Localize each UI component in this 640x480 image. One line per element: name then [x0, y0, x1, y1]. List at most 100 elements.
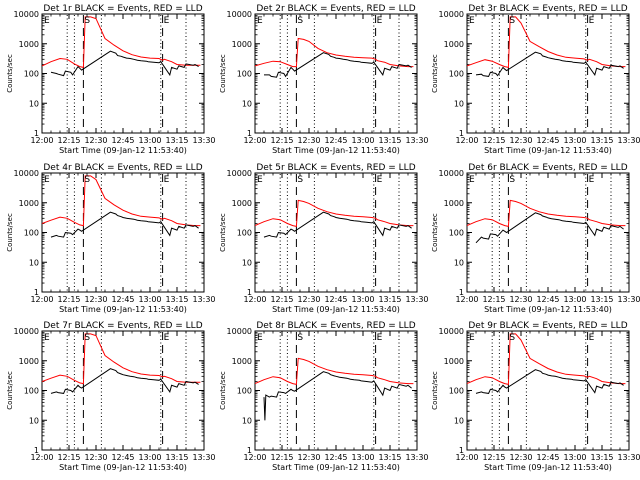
y-tick-label: 1: [459, 288, 464, 297]
x-axis-title: Start Time (09-Jan-12 11:53:40): [59, 463, 187, 472]
marker-e: E: [164, 16, 170, 26]
series-events-black: [264, 52, 412, 78]
series-lld-red: [467, 199, 626, 228]
y-axis-title: Counts/sec: [219, 371, 227, 410]
corner-marker: E: [257, 333, 263, 343]
series-events-black: [475, 212, 624, 244]
x-tick-label: 13:15: [590, 136, 613, 145]
marker-e: E: [164, 333, 170, 343]
plot-frame: [466, 172, 630, 293]
marker-e: E: [377, 16, 383, 26]
y-tick-label: 1000: [232, 199, 252, 208]
x-tick-label: 12:45: [111, 295, 134, 304]
x-tick-label: 13:15: [165, 295, 188, 304]
panel-1: Det 1r BLACK = Events, RED = LLD 1 10 100 10…: [6, 4, 216, 155]
plot-frame: [254, 330, 418, 451]
x-tick-label: 13:15: [378, 295, 401, 304]
plot-frame: [466, 330, 630, 451]
y-tick-label: 1000: [444, 199, 464, 208]
y-tick-label: 100: [449, 387, 464, 396]
y-tick-label: 10000: [439, 10, 464, 19]
x-axis-title: Start Time (09-Jan-12 11:53:40): [272, 305, 400, 314]
x-tick-label: 12:00: [30, 295, 53, 304]
panel-title: Det 2r BLACK = Events, RED = LLD: [256, 4, 415, 14]
series-lld-red: [467, 333, 626, 386]
marker-e: E: [589, 333, 595, 343]
y-tick-label: 10: [454, 416, 464, 425]
x-tick-label: 13:15: [165, 453, 188, 462]
y-tick-label: 10000: [439, 169, 464, 178]
panel-title: Det 3r BLACK = Events, RED = LLD: [468, 4, 627, 14]
x-tick-label: 12:15: [57, 136, 80, 145]
y-tick-label: 10: [29, 416, 39, 425]
series-lld-red: [42, 16, 201, 69]
panel-title: Det 4r BLACK = Events, RED = LLD: [43, 163, 202, 173]
y-tick-label: 1000: [232, 40, 252, 49]
plot-frame: [41, 13, 205, 134]
y-axis-title: Counts/sec: [6, 213, 14, 252]
x-tick-label: 12:15: [270, 453, 293, 462]
panel-4: Det 4r BLACK = Events, RED = LLD 1 10 100 10…: [6, 163, 216, 314]
y-tick-label: 10: [242, 416, 252, 425]
series-lld-red: [255, 199, 414, 228]
y-tick-label: 10: [242, 258, 252, 267]
x-tick-label: 13:15: [378, 136, 401, 145]
series-lld-red: [255, 37, 414, 68]
x-tick-label: 12:00: [455, 453, 478, 462]
x-tick-label: 12:45: [111, 453, 134, 462]
y-tick-label: 1: [34, 129, 39, 138]
x-tick-label: 12:45: [324, 136, 347, 145]
panel-title: Det 8r BLACK = Events, RED = LLD: [256, 321, 415, 331]
panel-title: Det 7r BLACK = Events, RED = LLD: [43, 321, 202, 331]
corner-marker: E: [469, 175, 475, 185]
x-tick-label: 13:30: [617, 136, 640, 145]
x-axis-title: Start Time (09-Jan-12 11:53:40): [272, 463, 400, 472]
marker-s: S: [509, 175, 515, 185]
panel-9: Det 9r BLACK = Events, RED = LLD 1 10 100 10…: [431, 321, 640, 472]
x-tick-label: 12:15: [270, 295, 293, 304]
x-tick-label: 13:30: [405, 295, 428, 304]
panel-title: Det 6r BLACK = Events, RED = LLD: [468, 163, 627, 173]
series-events-black: [263, 211, 412, 238]
panel-7: Det 7r BLACK = Events, RED = LLD 1 10 100 10…: [6, 321, 216, 472]
x-tick-label: 13:30: [617, 453, 640, 462]
x-tick-label: 12:30: [297, 295, 320, 304]
marker-s: S: [509, 333, 515, 343]
series-events-black: [50, 211, 199, 238]
panel-title: Det 9r BLACK = Events, RED = LLD: [468, 321, 627, 331]
x-tick-label: 13:00: [138, 295, 161, 304]
x-tick-label: 13:15: [378, 453, 401, 462]
y-tick-label: 10000: [227, 10, 252, 19]
y-tick-label: 1000: [444, 40, 464, 49]
x-tick-label: 12:30: [84, 295, 107, 304]
y-tick-label: 1: [459, 446, 464, 455]
x-axis-title: Start Time (09-Jan-12 11:53:40): [484, 146, 612, 155]
marker-s: S: [297, 333, 303, 343]
marker-e: E: [377, 333, 383, 343]
y-tick-label: 100: [449, 229, 464, 238]
x-tick-label: 12:30: [509, 295, 532, 304]
y-tick-label: 10000: [439, 327, 464, 336]
x-tick-label: 12:45: [536, 295, 559, 304]
y-tick-label: 100: [449, 70, 464, 79]
x-axis-title: Start Time (09-Jan-12 11:53:40): [59, 146, 187, 155]
series-lld-red: [467, 16, 626, 69]
y-tick-label: 10: [242, 99, 252, 108]
x-tick-label: 12:15: [482, 136, 505, 145]
x-tick-label: 12:30: [84, 453, 107, 462]
x-tick-label: 12:15: [270, 136, 293, 145]
y-tick-label: 10: [454, 258, 464, 267]
y-tick-label: 10: [29, 258, 39, 267]
series-events-black: [50, 368, 199, 394]
x-tick-label: 13:30: [405, 136, 428, 145]
y-tick-label: 1: [247, 129, 252, 138]
y-tick-label: 1: [34, 288, 39, 297]
panel-8: Det 8r BLACK = Events, RED = LLD 1 10 100 10…: [219, 321, 429, 472]
marker-s: S: [509, 16, 515, 26]
x-tick-label: 12:00: [243, 295, 266, 304]
marker-s: S: [297, 16, 303, 26]
y-tick-label: 100: [24, 387, 39, 396]
corner-marker: E: [44, 16, 50, 26]
plot-frame: [254, 13, 418, 134]
series-events-black: [475, 369, 624, 394]
